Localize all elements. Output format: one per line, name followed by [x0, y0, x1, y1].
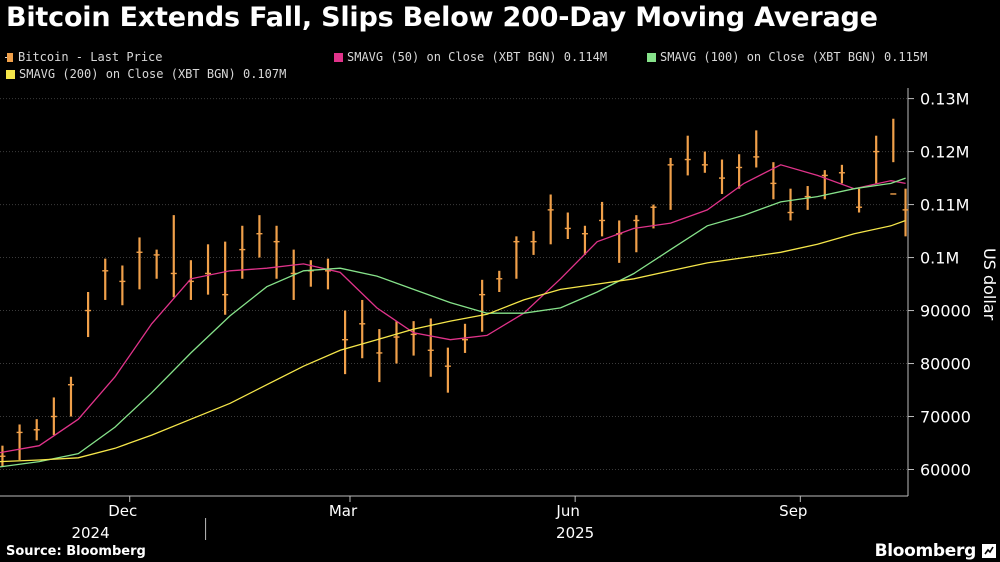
- legend-item-bitcoin: Bitcoin - Last Price: [4, 50, 163, 64]
- sma-200-line: [0, 219, 906, 463]
- y-tick-label: 70000: [920, 408, 971, 427]
- legend-label-sma100: SMAVG (100) on Close (XBT BGN) 0.115M: [660, 50, 928, 64]
- y-tick-label: 80000: [920, 355, 971, 374]
- bloomberg-logo: Bloomberg: [874, 541, 977, 561]
- moving-average-lines: [0, 164, 906, 468]
- legend-swatch-sma100: [647, 52, 656, 62]
- y-tick-label: 0.12M: [920, 143, 969, 162]
- legend-swatch-bitcoin: [7, 52, 13, 62]
- chart-axes: 60000 70000 80000 90000 0.1M 0.11M 0.12M 0.13M D…: [0, 88, 971, 542]
- legend-label-sma200: SMAVG (200) on Close (XBT BGN) 0.107M: [19, 67, 287, 81]
- y-tick-label: 60000: [920, 461, 971, 480]
- x-year-label: 2024: [71, 524, 109, 542]
- legend-item-sma100: SMAVG (100) on Close (XBT BGN) 0.115M: [647, 50, 927, 64]
- y-tick-label: 0.1M: [920, 249, 959, 268]
- legend-item-sma200: SMAVG (200) on Close (XBT BGN) 0.107M: [6, 67, 286, 81]
- y-axis-label: US dollar: [980, 248, 999, 321]
- x-tick-label: Dec: [108, 502, 137, 520]
- bitcoin-candles: [0, 118, 909, 467]
- x-tick-label: Sep: [779, 502, 807, 520]
- legend-item-sma50: SMAVG (50) on Close (XBT BGN) 0.114M: [334, 50, 607, 64]
- legend-label-bitcoin: Bitcoin - Last Price: [18, 50, 163, 64]
- legend-candle-icon: [4, 52, 15, 63]
- x-year-label: 2025: [556, 524, 594, 542]
- x-tick-label: Mar: [329, 502, 358, 520]
- y-tick-label: 0.13M: [920, 90, 969, 109]
- y-tick-label: 90000: [920, 302, 971, 321]
- bloomberg-mark-icon: [982, 544, 996, 558]
- y-tick-label: 0.11M: [920, 196, 969, 215]
- legend-swatch-sma200: [6, 69, 15, 79]
- sma-50-line: [0, 164, 906, 454]
- legend-label-sma50: SMAVG (50) on Close (XBT BGN) 0.114M: [347, 50, 608, 64]
- chart-legend: Bitcoin - Last Price SMAVG (50) on Close…: [4, 50, 994, 86]
- sma-100-line: [0, 177, 906, 468]
- x-tick-label: Jun: [555, 502, 579, 520]
- chart-grid: [0, 98, 908, 471]
- chart-title: Bitcoin Extends Fall, Slips Below 200-Da…: [6, 2, 878, 33]
- legend-swatch-sma50: [334, 52, 343, 62]
- source-note: Source: Bloomberg: [6, 544, 146, 559]
